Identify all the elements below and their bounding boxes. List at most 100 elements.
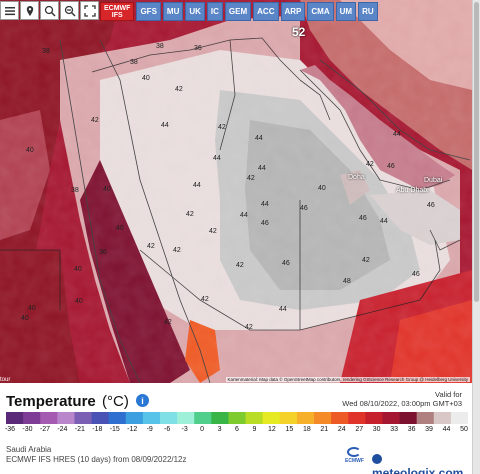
color-scale-tick: -12 [127, 426, 138, 433]
color-scale-segment [365, 412, 383, 424]
temperature-value: 44 [279, 306, 287, 313]
color-scale-segment [142, 412, 161, 424]
valid-time: Wed 08/10/2022, 03:00pm GMT+03 [342, 399, 462, 408]
model-tab-arp[interactable]: ARP [280, 2, 306, 21]
pin-icon[interactable] [20, 1, 39, 20]
color-scale-tick: 12 [268, 426, 276, 433]
valid-for-label: Valid for [435, 390, 462, 399]
color-scale-segment [160, 412, 178, 424]
temperature-value: 44 [161, 122, 169, 129]
model-tab-gem[interactable]: GEM [224, 2, 252, 21]
menu-icon[interactable] [0, 1, 19, 20]
temperature-value: 40 [21, 315, 29, 322]
temperature-value: 42 [201, 296, 209, 303]
color-scale-tick: 50 [460, 426, 468, 433]
color-scale-segment [245, 412, 264, 424]
color-scale-segment [57, 412, 75, 424]
temperature-value: 46 [427, 202, 435, 209]
color-scale-segment [177, 412, 195, 424]
color-scale-tick: -21 [74, 426, 85, 433]
fullscreen-icon[interactable] [80, 1, 99, 20]
model-selector: ECMWF IFS GFS MU UK IC GEM ACC ARP CMA UM RU [100, 2, 378, 21]
color-scale-segment [416, 412, 435, 424]
temperature-value: 40 [103, 186, 111, 193]
color-scale-segment [40, 412, 58, 424]
color-scale-tick: 9 [252, 426, 257, 433]
temperature-value: 44 [240, 212, 248, 219]
model-tab-ru[interactable]: RU [358, 2, 378, 21]
temperature-value: 46 [261, 220, 269, 227]
temperature-value: 38 [130, 59, 138, 66]
color-scale-segment [348, 412, 366, 424]
brand-logo[interactable]: meteologix.com [372, 452, 472, 474]
color-scale-segment [262, 412, 281, 424]
model-tab-mu[interactable]: MU [162, 2, 184, 21]
temperature-value: 42 [362, 257, 370, 264]
color-scale-tick: 3 [217, 426, 222, 433]
model-tab-ic[interactable]: IC [206, 2, 223, 21]
color-scale-tick: 44 [442, 426, 451, 433]
temperature-value: 42 [209, 228, 217, 235]
city-abu-dhabi: Abu Dhabi [396, 187, 429, 194]
zoom-out-icon[interactable] [60, 1, 79, 20]
color-scale-tick: -15 [109, 426, 120, 433]
tour-label: tour [0, 377, 11, 383]
color-scale-segment [399, 412, 418, 424]
color-scale-tick: 0 [200, 426, 205, 433]
page-scrollbar[interactable] [472, 0, 480, 474]
model-tab-cma[interactable]: CMA [307, 2, 334, 21]
model-tab-uk[interactable]: UK [185, 2, 205, 21]
city-dubai: Dubai [424, 177, 443, 184]
color-scale-segment [331, 412, 349, 424]
temperature-value: 46 [282, 260, 290, 267]
temperature-value: 42 [147, 243, 155, 250]
temperature-value: 44 [258, 165, 266, 172]
temperature-value: 44 [380, 218, 388, 225]
temperature-value: 46 [412, 271, 420, 278]
color-scale-segment [433, 412, 452, 424]
color-scale-tick: -36 [4, 426, 16, 433]
map-toolbar [0, 0, 99, 21]
temperature-value: 46 [387, 163, 395, 170]
ecmwf-logo: ECMWF [345, 447, 364, 464]
temperature-value: 44 [393, 131, 401, 138]
temperature-value: 36 [194, 45, 202, 52]
color-scale-segment [314, 412, 332, 424]
temperature-value: 40 [116, 225, 124, 232]
temperature-value: 44 [193, 182, 201, 189]
color-scale-segment [23, 412, 41, 424]
city-doha: Doha [348, 174, 365, 181]
temperature-map[interactable]: ECMWF IFS GFS MU UK IC GEM ACC ARP CMA UM RU 38 38 40… [0, 0, 472, 383]
scrollbar-thumb[interactable] [474, 2, 479, 302]
legend-unit: (°C) [102, 393, 129, 410]
color-scale-tick: -3 [181, 426, 188, 433]
model-tab-acc[interactable]: ACC [253, 2, 279, 21]
info-icon[interactable]: i [136, 394, 149, 407]
color-scale-tick: 15 [285, 426, 294, 433]
temperature-value: 38 [71, 187, 79, 194]
color-scale-tick: -18 [92, 426, 103, 433]
model-tab-gfs[interactable]: GFS [136, 2, 161, 21]
color-scale-tick: 18 [302, 426, 311, 433]
temperature-value: 42 [247, 175, 255, 182]
map-attribution: Kartenmaterial: Map data © OpenStreetMap… [225, 377, 470, 382]
temperature-value: 42 [366, 161, 374, 168]
temperature-value: 40 [75, 298, 83, 305]
color-scale-tick: -30 [22, 426, 33, 433]
color-scale-segment [228, 412, 247, 424]
temperature-value: 42 [164, 319, 172, 326]
color-scale-segment [108, 412, 127, 424]
color-scale-tick: 33 [390, 426, 399, 433]
temperature-value: 36 [99, 249, 107, 256]
model-tab-um[interactable]: UM [335, 2, 357, 21]
color-scale-ticks: -36 -30 -27 -24 -21 -18 -15 -12 -9 -6 -3 0 3 6 9 12 15 18… [4, 426, 468, 436]
model-tab-ecmwf-ifs[interactable]: ECMWF IFS [100, 2, 135, 21]
color-scale-tick: 21 [320, 426, 329, 433]
color-scale-tick: -9 [146, 426, 153, 433]
temperature-value: 42 [218, 124, 226, 131]
zoom-in-icon[interactable] [40, 1, 59, 20]
color-scale-segment [211, 412, 229, 424]
temperature-value: 48 [343, 278, 351, 285]
temperature-value: 38 [42, 48, 50, 55]
